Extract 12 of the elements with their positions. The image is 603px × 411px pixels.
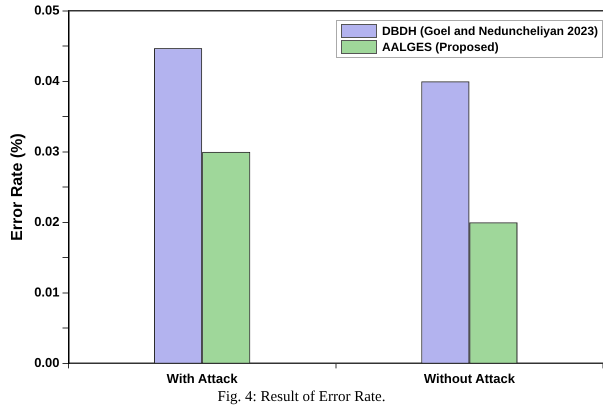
caption: Fig. 4: Result of Error Rate. [216, 389, 386, 406]
y-tick-label: 0.03 [34, 143, 60, 158]
y-tick-label: 0.04 [34, 72, 60, 88]
y-tick-label: 0.02 [34, 214, 60, 229]
y-axis-title: Error Rate (%) [9, 133, 26, 241]
y-tick-label: 0.01 [34, 284, 60, 300]
legend-label: AALGES (Proposed) [382, 40, 499, 54]
x-tick-label: With Attack [166, 370, 238, 386]
x-tick-label: Without Attack [424, 370, 516, 386]
y-tick-label: 0.05 [34, 2, 60, 18]
y-tick-label: 0.00 [34, 354, 60, 370]
legend-label: DBDH (Goel and Neduncheliyan 2023) [382, 24, 598, 38]
